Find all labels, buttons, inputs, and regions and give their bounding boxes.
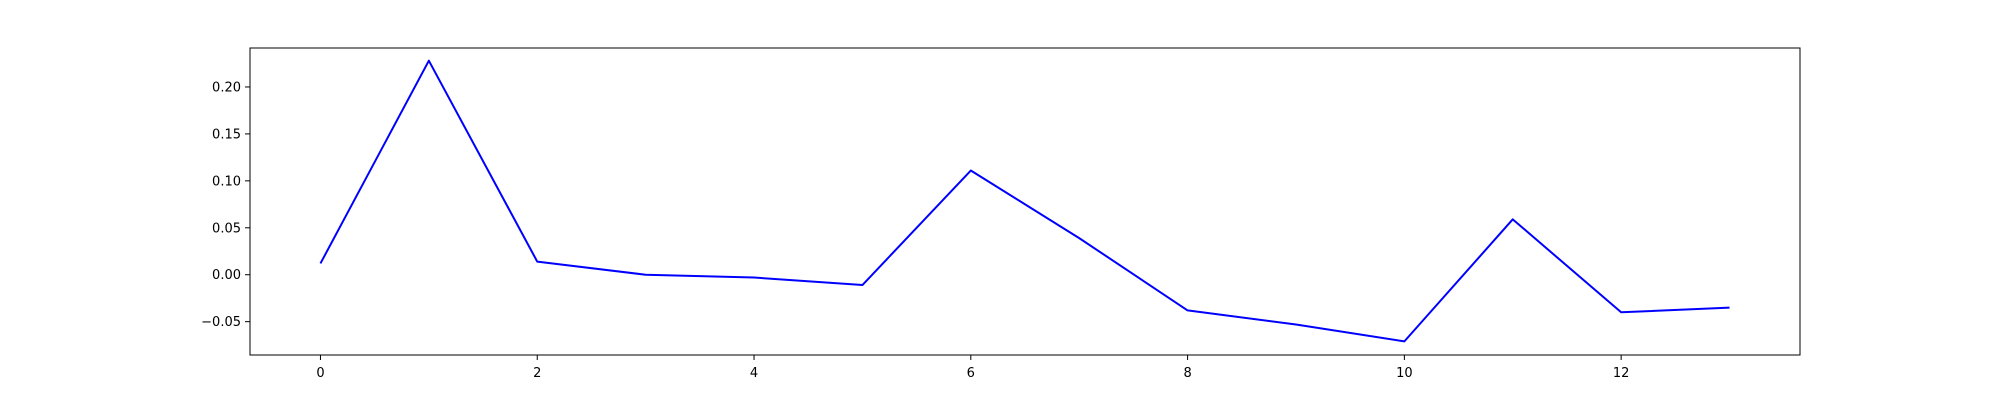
plot-frame — [250, 48, 1800, 355]
x-tick-label: 4 — [750, 366, 758, 381]
y-tick-label: 0.15 — [212, 127, 241, 142]
x-tick-label: 0 — [316, 366, 324, 381]
y-tick-label: −0.05 — [201, 315, 241, 330]
y-tick-label: 0.20 — [212, 80, 241, 95]
series-line — [320, 61, 1729, 342]
x-axis: 0 2 4 6 8 10 12 — [316, 355, 1629, 381]
x-tick-label: 10 — [1396, 366, 1413, 381]
series-layer — [320, 61, 1729, 342]
x-tick-label: 12 — [1613, 366, 1630, 381]
x-tick-label: 8 — [1183, 366, 1191, 381]
y-axis: −0.05 0.00 0.05 0.10 0.15 0.20 — [201, 80, 250, 330]
y-tick-label: 0.10 — [212, 174, 241, 189]
x-tick-label: 2 — [533, 366, 541, 381]
y-tick-label: 0.00 — [212, 268, 241, 283]
y-tick-label: 0.05 — [212, 221, 241, 236]
x-tick-label: 6 — [967, 366, 975, 381]
